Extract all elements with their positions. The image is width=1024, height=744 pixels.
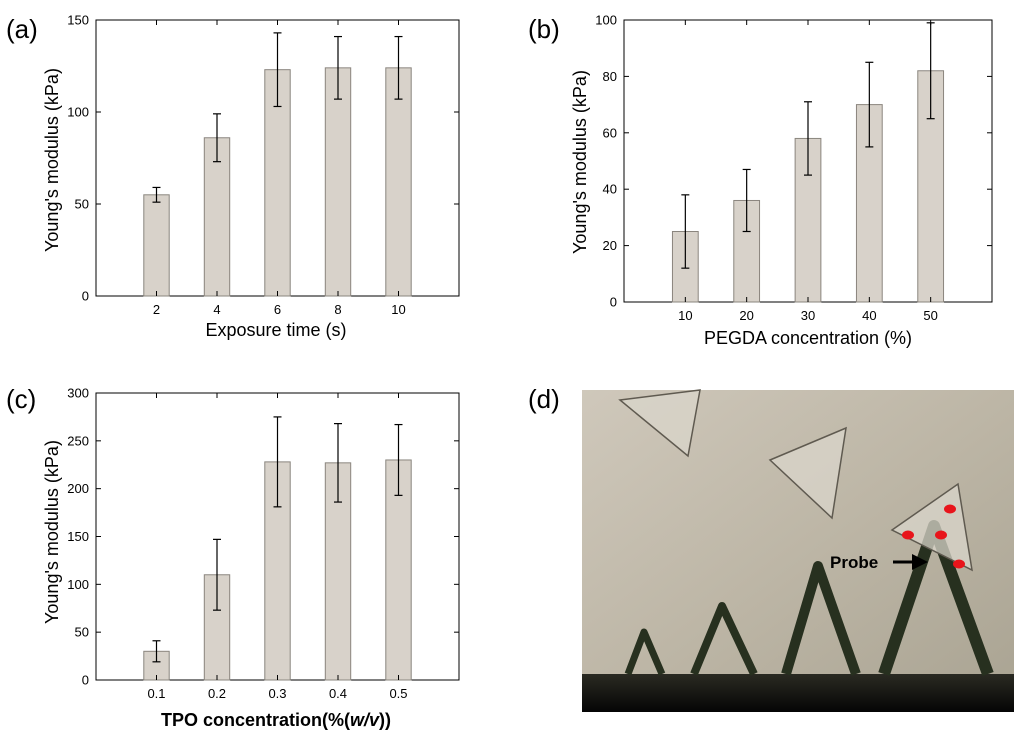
marker-dot [944,504,956,514]
hydrogel-triangles [618,389,973,572]
x-tick-label: 4 [213,302,220,317]
x-tick-label: 0.3 [268,686,286,701]
cantilever-base [582,674,1014,712]
y-tick-label: 20 [603,238,617,253]
panel-c-label: (c) [6,384,36,414]
panel-b-label: (b) [528,14,560,44]
panel-c-chart: (c) Young's modulus (kPa) TPO concentrat… [6,384,460,730]
panel-b-chart: (b) Young's modulus (kPa) PEGDA concentr… [528,13,993,348]
x-tick-label: 8 [334,302,341,317]
panel-c-xlabel-end: )) [379,710,391,730]
micrograph-image: Probe [582,389,1014,712]
x-tick-label: 6 [274,302,281,317]
panel-a-chart: (a) Young's modulus (kPa) Exposure time … [6,13,460,340]
bar [855,104,883,303]
panel-d-micrograph: (d) [528,384,1014,712]
y-tick-label: 80 [603,69,617,84]
panel-c-xlabel: TPO concentration(%(w/v)) [161,710,391,730]
marker-dot [953,559,965,569]
y-tick-label: 250 [67,433,89,448]
y-tick-label: 100 [67,105,89,120]
bar [324,462,352,681]
y-tick-label: 50 [75,625,89,640]
bar [385,67,412,297]
probe-label: Probe [830,553,878,572]
panel-b-plot-area: 0 20 40 60 80 100 10 20 30 40 50 [595,13,993,323]
bar [324,67,352,297]
marker-dot [935,530,947,540]
cantilever-tips [624,520,994,677]
y-tick-label: 150 [67,13,89,28]
measurement-markers [902,504,965,569]
y-tick-label: 0 [610,295,617,310]
x-tick-label: 30 [801,308,815,323]
panel-b-ylabel: Young's modulus (kPa) [570,70,590,254]
x-tick-label: 10 [678,308,692,323]
y-tick-label: 100 [67,577,89,592]
panel-c-xlabel-italic: w/v [350,710,380,730]
panel-a-plot-area: 0 50 100 150 2 4 6 8 10 [67,13,460,317]
panel-c-plot-area: 0 50 100 150 200 250 300 0.1 0.2 0.3 0.4 0.5 [67,386,460,701]
y-tick-label: 60 [603,125,617,140]
y-tick-label: 50 [75,197,89,212]
x-tick-label: 10 [391,302,405,317]
probe-arrow-icon [893,554,928,570]
y-tick-label: 150 [67,529,89,544]
y-tick-label: 300 [67,386,89,401]
marker-dot [902,530,914,540]
x-tick-label: 0.5 [389,686,407,701]
panel-c-ylabel: Young's modulus (kPa) [42,440,62,624]
y-tick-label: 40 [603,182,617,197]
x-tick-label: 0.2 [208,686,226,701]
y-tick-label: 100 [595,13,617,28]
panel-d-label: (d) [528,384,560,414]
y-tick-label: 0 [82,289,89,304]
x-tick-label: 50 [923,308,937,323]
bar [143,194,170,297]
panel-a-label: (a) [6,14,38,44]
bar [264,69,291,297]
x-tick-label: 40 [862,308,876,323]
x-tick-label: 0.4 [329,686,347,701]
x-tick-label: 2 [153,302,160,317]
x-tick-label: 0.1 [147,686,165,701]
panel-c-xlabel-main: TPO concentration(%( [161,710,350,730]
y-tick-label: 0 [82,673,89,688]
panel-b-xlabel: PEGDA concentration (%) [704,328,912,348]
panel-a-xlabel: Exposure time (s) [205,320,346,340]
y-tick-label: 200 [67,481,89,496]
panel-a-ylabel: Young's modulus (kPa) [42,68,62,252]
x-tick-label: 20 [739,308,753,323]
